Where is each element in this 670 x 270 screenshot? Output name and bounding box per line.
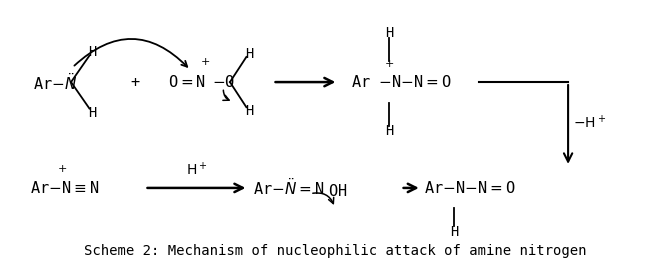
Text: H$^+$: H$^+$ [186, 161, 208, 178]
Text: H: H [450, 225, 458, 239]
Text: H: H [88, 45, 97, 59]
Text: H: H [245, 104, 254, 118]
Text: +: + [130, 75, 139, 90]
Text: $_{}$OH: $_{}$OH [328, 182, 348, 197]
Text: H: H [88, 106, 97, 120]
Text: H: H [245, 46, 254, 60]
Text: +: + [385, 59, 394, 69]
Text: O$=$N: O$=$N [168, 74, 206, 90]
Text: H: H [385, 124, 393, 138]
Text: Ar $-$N$-$N$=$O: Ar $-$N$-$N$=$O [351, 74, 452, 90]
Text: $-$O: $-$O [212, 74, 235, 90]
Text: Ar$-\ddot{N}$$=$N: Ar$-\ddot{N}$$=$N [253, 177, 324, 198]
Text: H: H [385, 26, 393, 40]
Text: Scheme 2: Mechanism of nucleophilic attack of amine nitrogen: Scheme 2: Mechanism of nucleophilic atta… [84, 244, 586, 258]
Text: Ar$-\ddot{N}$: Ar$-\ddot{N}$ [33, 72, 77, 93]
Text: Ar$-$N$\equiv$N: Ar$-$N$\equiv$N [29, 180, 99, 196]
Text: +: + [58, 164, 67, 174]
Text: Ar$-$N$-$N$=$O: Ar$-$N$-$N$=$O [423, 180, 515, 196]
Text: +: + [200, 57, 210, 67]
Text: $-$H$^+$: $-$H$^+$ [574, 114, 606, 132]
